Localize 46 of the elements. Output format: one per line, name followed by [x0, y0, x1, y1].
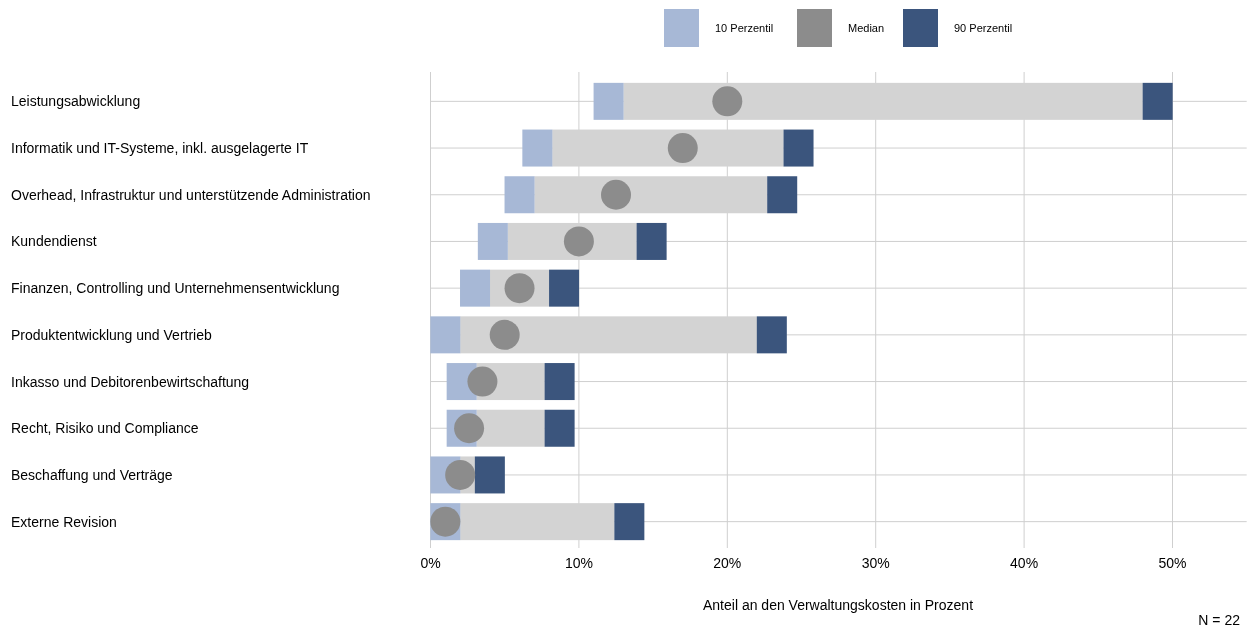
- x-tick-label: 30%: [861, 555, 890, 571]
- y-tick-label: Overhead, Infrastruktur und unterstützende Administration: [11, 186, 371, 203]
- y-tick-label: Kundendienst: [11, 233, 97, 250]
- point: [467, 366, 498, 397]
- y-tick-label: Finanzen, Controlling und Unternehmensentwicklung: [11, 280, 340, 297]
- point: [563, 226, 594, 257]
- text: 90 Perzentil: [954, 22, 1013, 34]
- y-tick-label: Externe Revision: [11, 513, 117, 530]
- x-tick-label: 10%: [564, 555, 593, 571]
- y-tick-label: Beschaffung und Verträge: [11, 466, 173, 483]
- y-tick-label: Recht, Risiko und Compliance: [11, 420, 199, 437]
- point: [549, 269, 580, 307]
- bar: [476, 409, 545, 447]
- point: [445, 459, 476, 490]
- x-tick-label: 0%: [420, 555, 441, 571]
- point: [767, 176, 798, 214]
- point: [544, 363, 575, 401]
- point: [636, 222, 667, 260]
- y-tick-label: Informatik und IT-Systeme, inkl. ausgelagerte IT: [11, 140, 309, 157]
- point: [430, 316, 461, 354]
- point: [712, 86, 743, 117]
- y-tick-label: Inkasso und Debitorenbewirtschaftung: [11, 373, 250, 390]
- y-tick-label: Produktentwicklung und Vertrieb: [11, 326, 212, 343]
- point: [460, 269, 491, 307]
- point: [783, 129, 814, 167]
- x-tick-label: 20%: [713, 555, 742, 571]
- point: [756, 316, 787, 354]
- x-axis-title: Anteil an den Verwaltungskosten in Prozent: [702, 597, 974, 613]
- point: [1142, 82, 1173, 120]
- point: [489, 319, 520, 350]
- y-tick-label: Leistungsabwicklung: [11, 93, 141, 110]
- point: [477, 222, 508, 260]
- point: [504, 176, 535, 214]
- text: Median: [848, 22, 885, 34]
- point: [601, 179, 631, 210]
- x-tick-label: 50%: [1158, 555, 1187, 571]
- point: [614, 503, 645, 541]
- point: [454, 413, 485, 444]
- point: [522, 129, 553, 167]
- x-tick-label: 40%: [1010, 555, 1039, 571]
- point: [593, 82, 624, 120]
- point: [474, 456, 505, 494]
- point: [544, 409, 575, 447]
- text: N = 22: [1198, 612, 1241, 627]
- point: [667, 133, 698, 164]
- text: 10 Perzentil: [715, 22, 774, 34]
